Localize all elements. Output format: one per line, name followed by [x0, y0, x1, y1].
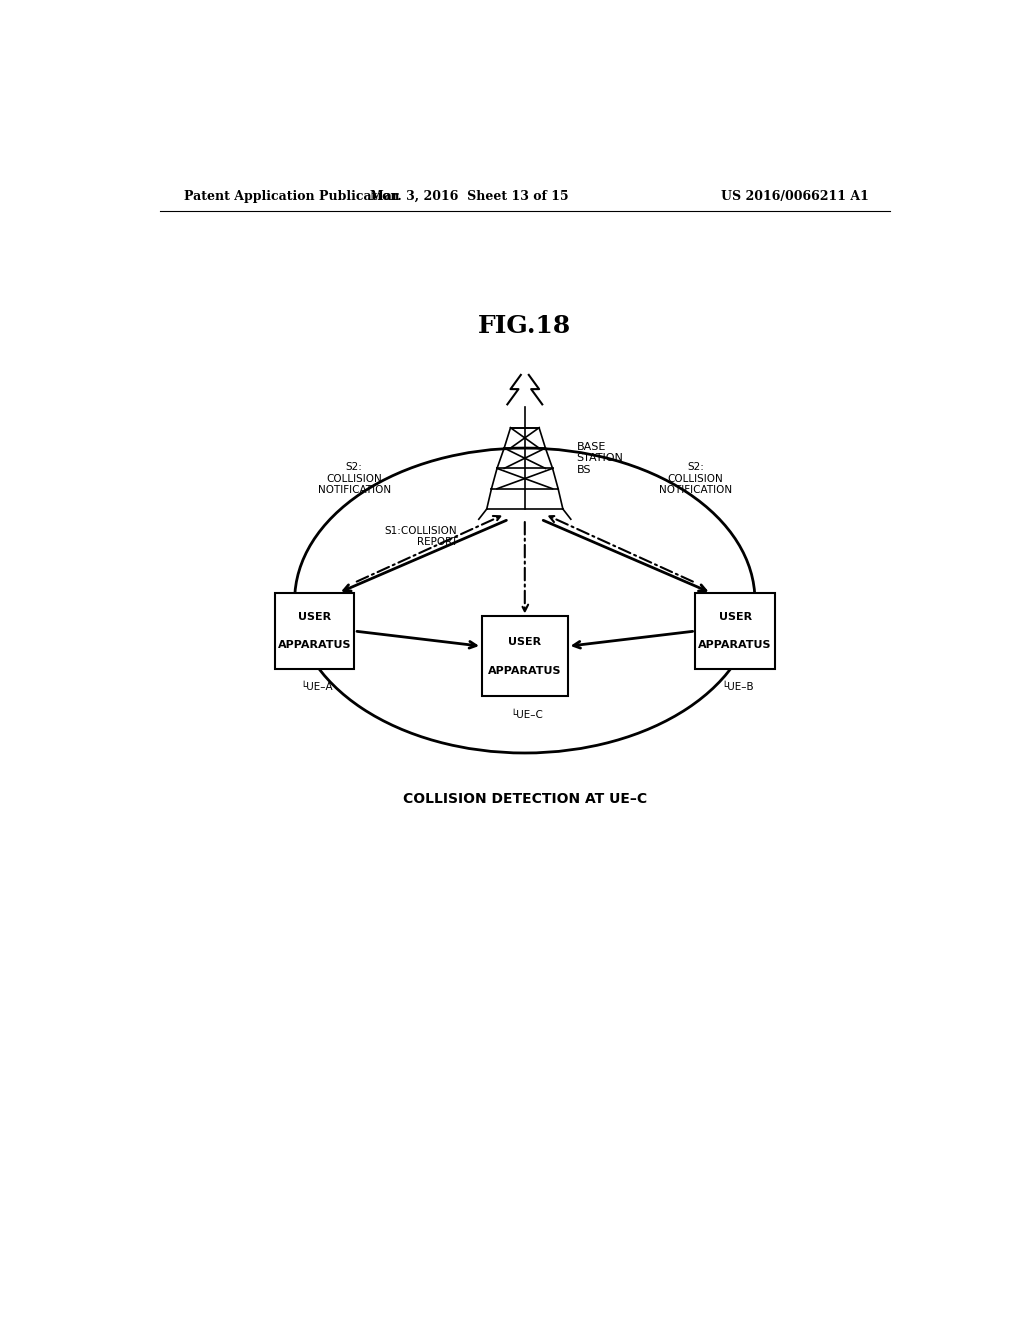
- Text: S1:COLLISION
REPORT: S1:COLLISION REPORT: [385, 525, 458, 548]
- Text: US 2016/0066211 A1: US 2016/0066211 A1: [721, 190, 868, 202]
- Bar: [482, 616, 567, 697]
- Text: S2:
COLLISION
NOTIFICATION: S2: COLLISION NOTIFICATION: [317, 462, 391, 495]
- Text: USER: USER: [508, 638, 542, 647]
- Text: Patent Application Publication: Patent Application Publication: [183, 190, 399, 202]
- Text: └UE–C: └UE–C: [511, 710, 544, 719]
- Text: └UE–B: └UE–B: [721, 682, 754, 693]
- Text: S2:
COLLISION
NOTIFICATION: S2: COLLISION NOTIFICATION: [658, 462, 732, 495]
- Bar: [274, 593, 354, 669]
- Text: BASE
STATION
BS: BASE STATION BS: [577, 442, 624, 475]
- Text: └UE–A: └UE–A: [301, 682, 333, 693]
- Text: USER: USER: [298, 612, 331, 622]
- Text: APPARATUS: APPARATUS: [488, 665, 561, 676]
- Text: COLLISION DETECTION AT UE–C: COLLISION DETECTION AT UE–C: [402, 792, 647, 805]
- Text: APPARATUS: APPARATUS: [278, 640, 351, 649]
- Text: APPARATUS: APPARATUS: [698, 640, 772, 649]
- Text: Mar. 3, 2016  Sheet 13 of 15: Mar. 3, 2016 Sheet 13 of 15: [370, 190, 568, 202]
- Text: FIG.18: FIG.18: [478, 314, 571, 338]
- Bar: [695, 593, 775, 669]
- Text: USER: USER: [719, 612, 752, 622]
